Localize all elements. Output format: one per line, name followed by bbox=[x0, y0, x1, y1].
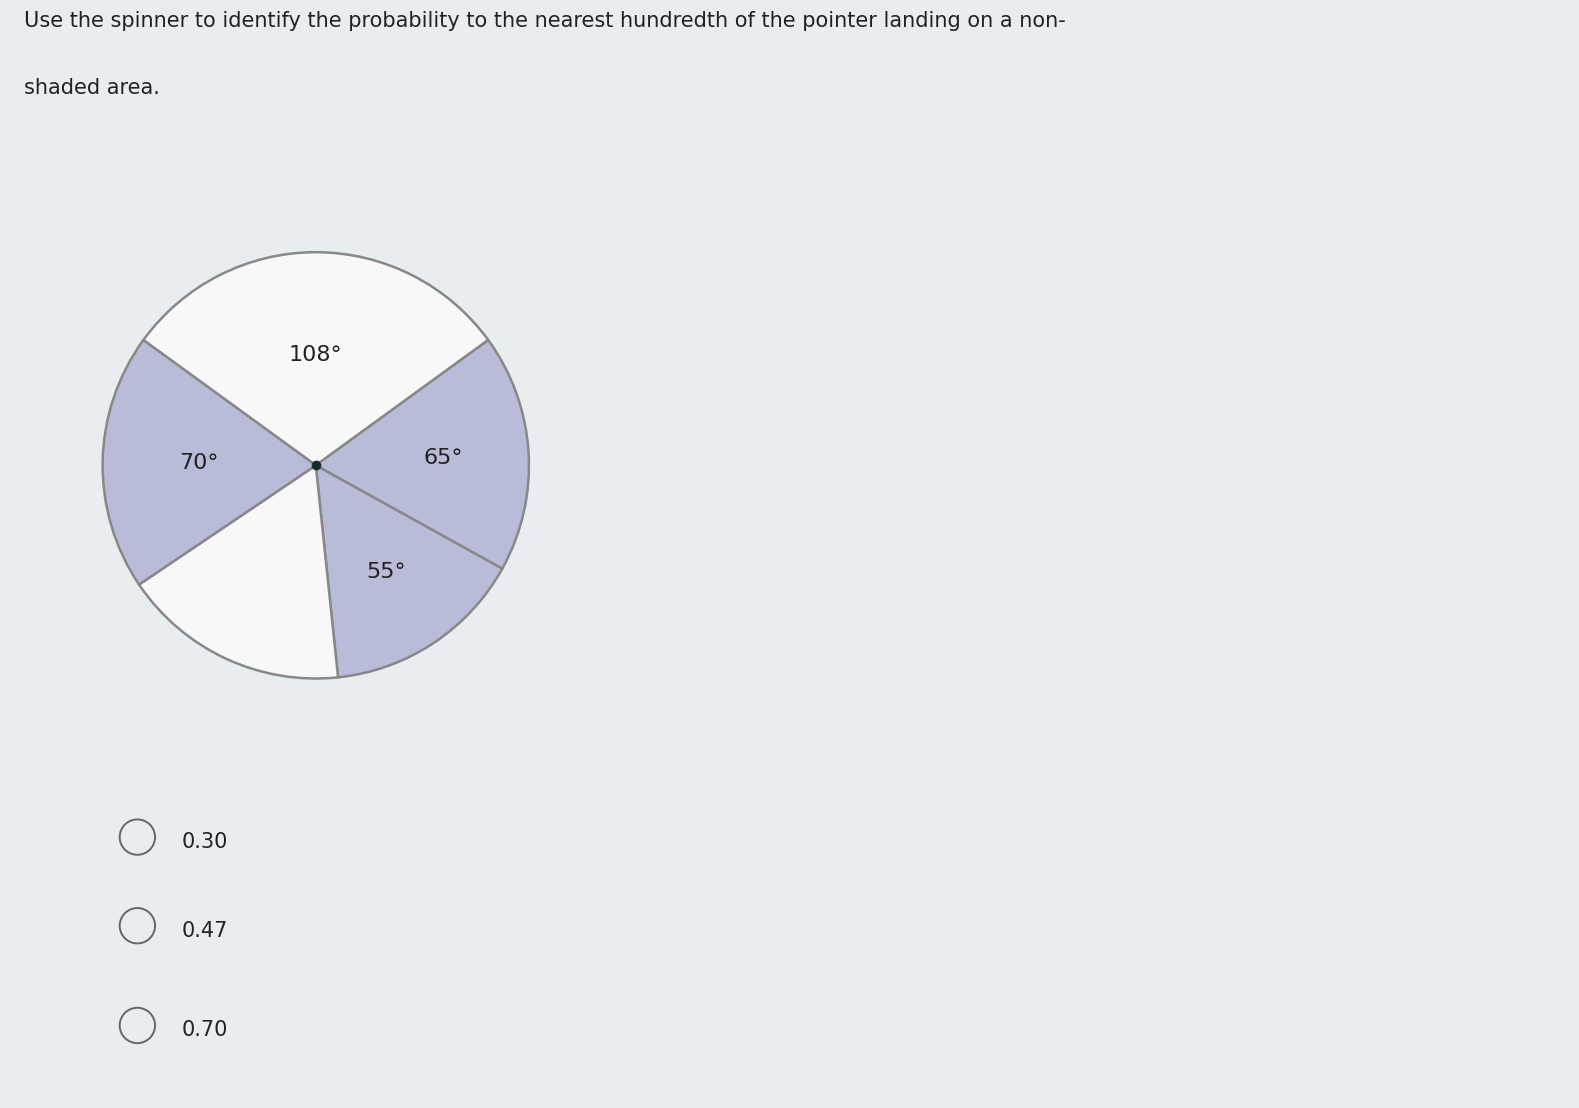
Text: 0.30: 0.30 bbox=[182, 832, 227, 852]
Text: 70°: 70° bbox=[178, 453, 218, 473]
Text: 0.47: 0.47 bbox=[182, 921, 227, 941]
Wedge shape bbox=[316, 465, 502, 677]
Wedge shape bbox=[103, 340, 316, 585]
Text: 65°: 65° bbox=[423, 448, 463, 468]
Text: 55°: 55° bbox=[366, 562, 406, 582]
Text: 0.70: 0.70 bbox=[182, 1020, 227, 1040]
Wedge shape bbox=[144, 253, 488, 465]
Text: shaded area.: shaded area. bbox=[24, 78, 159, 99]
Wedge shape bbox=[316, 340, 529, 568]
Text: 108°: 108° bbox=[289, 345, 343, 365]
Text: Use the spinner to identify the probability to the nearest hundredth of the poin: Use the spinner to identify the probabil… bbox=[24, 11, 1066, 31]
Wedge shape bbox=[139, 465, 338, 678]
